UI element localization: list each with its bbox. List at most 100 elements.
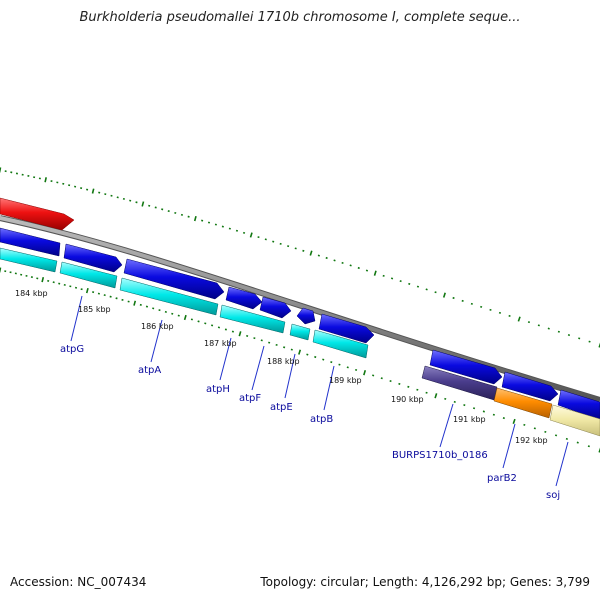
scale-tick (314, 355, 317, 359)
scale-tick (598, 447, 600, 453)
scale-tick (197, 320, 200, 323)
inner-scale-ticks (0, 267, 600, 453)
tick-label-192: 192 kbp (515, 436, 548, 445)
scale-tick (341, 261, 344, 264)
scale-tick (322, 358, 325, 361)
gene-label-atpE[interactable]: atpE (270, 402, 293, 413)
gene-label-atpF[interactable]: atpF (239, 393, 261, 404)
genome-backbone-highlight (0, 216, 600, 402)
scale-tick (283, 346, 286, 349)
scale-tick (537, 324, 540, 327)
scale-tick (164, 310, 167, 313)
scale-tick (217, 326, 221, 329)
scale-tick (91, 188, 95, 194)
scale-tick (279, 242, 282, 245)
scale-tick (287, 245, 290, 248)
gene-label-soj[interactable]: soj (546, 490, 560, 501)
scale-tick (363, 370, 367, 376)
scale-tick (576, 441, 579, 444)
scale-tick (372, 374, 375, 377)
gene-blue-atpF (259, 296, 292, 319)
scale-tick (380, 377, 383, 380)
scale-tick (587, 445, 590, 448)
scale-tick (373, 270, 377, 276)
gene-label-atpB[interactable]: atpB (310, 414, 333, 425)
scale-tick (180, 213, 184, 216)
gene-cyan-atpA (119, 277, 219, 316)
gene-blue-burps-left (429, 349, 503, 385)
scale-tick (588, 340, 591, 343)
scale-tick (463, 404, 466, 407)
scale-tick (249, 232, 253, 238)
scale-tick (492, 413, 495, 416)
scale-tick (565, 437, 568, 440)
gene-label-atpG[interactable]: atpG (60, 344, 84, 355)
scale-tick (221, 225, 224, 228)
scale-tick (349, 264, 352, 267)
scale-tick (523, 423, 526, 426)
scale-tick (398, 382, 401, 385)
scale-tick (416, 388, 419, 391)
gene-blue-atpE (296, 307, 316, 325)
scale-tick (452, 296, 455, 300)
gene-label-atpH[interactable]: atpH (206, 384, 230, 395)
scale-tick (141, 201, 145, 207)
tick-label-188: 188 kbp (267, 357, 300, 366)
scale-tick (470, 302, 473, 305)
scale-tick (444, 397, 447, 400)
topology-text: Topology: circular; Length: 4,126,292 bp… (260, 575, 590, 589)
scale-tick (309, 250, 313, 256)
scale-tick (567, 334, 571, 337)
scale-tick (242, 231, 246, 234)
gene-label-parB2[interactable]: parB2 (487, 473, 517, 484)
scale-tick (298, 349, 302, 355)
accession-text: Accession: NC_007434 (10, 575, 147, 589)
map-title: Burkholderia pseudomallei 1710b chromoso… (79, 10, 521, 25)
scale-tick (399, 280, 402, 283)
scale-tick (533, 427, 536, 430)
scale-tick (238, 331, 242, 337)
scale-tick (425, 391, 428, 394)
scale-tick (115, 297, 118, 300)
scale-tick (346, 366, 349, 369)
scale-tick (453, 400, 456, 403)
tick-label-187: 187 kbp (204, 339, 237, 348)
gene-label-burps1710b-0186[interactable]: BURPS1710b_0186 (392, 450, 488, 461)
scale-tick (235, 229, 239, 232)
scale-tick (333, 259, 336, 262)
scale-tick (461, 299, 464, 302)
scale-tick (472, 407, 476, 410)
scale-tick (527, 321, 531, 324)
tick-label-189: 189 kbp (329, 376, 362, 385)
scale-tick (434, 393, 438, 399)
scale-tick (557, 330, 560, 333)
scale-tick (268, 341, 271, 344)
scale-tick (517, 316, 521, 322)
scale-tick (177, 314, 180, 317)
scale-tick (44, 177, 47, 183)
scale-tick (0, 167, 2, 173)
scale-tick (442, 292, 446, 298)
scale-tick (554, 434, 558, 437)
outer-scale-ticks (0, 167, 600, 348)
gene-blue-parB2 (501, 371, 559, 402)
scale-tick (390, 277, 394, 280)
scale-tick (544, 430, 547, 433)
gene-cyan-atpB (312, 329, 369, 359)
scale-tick (502, 417, 505, 420)
scale-tick (480, 305, 483, 308)
tick-label-184: 184 kbp (15, 289, 48, 298)
tick-label-191: 191 kbp (453, 415, 486, 424)
tick-label-190: 190 kbp (391, 395, 424, 404)
gene-blue-2 (63, 243, 123, 273)
scale-tick (425, 288, 428, 291)
gene-label-atpA[interactable]: atpA (138, 365, 161, 376)
gene-blue-atpA (123, 258, 225, 300)
gene-cyan-atpE (289, 323, 311, 341)
scale-tick (246, 334, 249, 337)
scale-tick (598, 342, 600, 348)
gene-label-lines (70, 295, 569, 487)
gene-blue-atpB (318, 313, 375, 344)
scale-tick (201, 219, 204, 222)
